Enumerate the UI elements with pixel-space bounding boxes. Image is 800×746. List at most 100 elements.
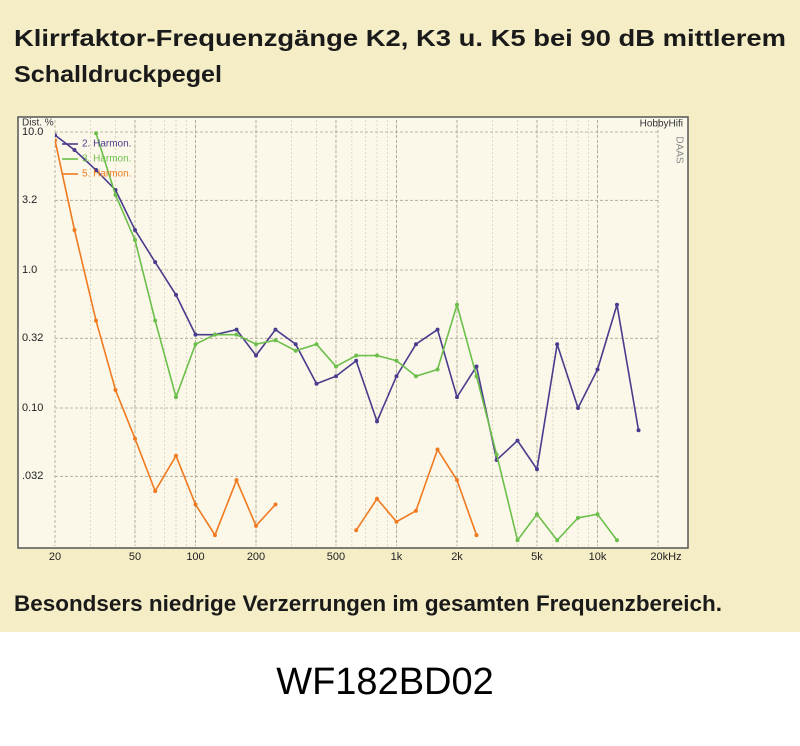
- point: [174, 453, 179, 458]
- point: [333, 364, 338, 369]
- plot-lines: [55, 131, 641, 543]
- plot-frame: [17, 116, 689, 549]
- point: [314, 342, 319, 347]
- point: [354, 358, 359, 363]
- point: [455, 395, 459, 400]
- point: [474, 533, 479, 538]
- point: [375, 496, 380, 501]
- x-tick-label: 50: [129, 551, 141, 563]
- point: [614, 538, 619, 543]
- caption: Besondsers niedrige Verzerrungen im gesa…: [14, 591, 722, 616]
- point: [174, 292, 179, 297]
- point: [254, 523, 258, 528]
- point: [413, 374, 418, 379]
- point: [55, 138, 57, 143]
- point: [354, 528, 359, 533]
- point: [394, 358, 399, 363]
- point: [113, 388, 118, 393]
- point: [375, 353, 380, 358]
- watermark: DAAS: [673, 136, 684, 164]
- point: [174, 395, 179, 400]
- point: [333, 374, 338, 379]
- chart-title: Klirrfaktor-Frequenzgänge K2, K3 u. K5 b…: [14, 25, 786, 51]
- point: [132, 227, 137, 232]
- point: [455, 478, 459, 483]
- point: [293, 348, 298, 353]
- point: [234, 327, 239, 332]
- point: [132, 436, 137, 441]
- footer-code: WF182BD02: [276, 661, 494, 703]
- legend-label: 2. Harmon.: [82, 139, 131, 150]
- point: [555, 342, 560, 347]
- x-tick-label: 10k: [589, 551, 607, 563]
- y-tick-label: 10.0: [22, 126, 43, 138]
- legend-label: 5. Harmon.: [82, 169, 131, 180]
- point: [494, 452, 499, 457]
- brand-label: HobbyHifi: [640, 119, 683, 130]
- point: [636, 428, 641, 433]
- y-tick-label: 0.10: [22, 402, 43, 414]
- point: [153, 260, 158, 265]
- x-tick-label: 200: [247, 551, 265, 563]
- line: [55, 134, 640, 472]
- point: [234, 332, 239, 337]
- point: [534, 512, 539, 517]
- point: [153, 489, 158, 494]
- point: [72, 148, 77, 153]
- point: [595, 367, 600, 372]
- line: [55, 140, 277, 537]
- point: [576, 406, 581, 410]
- x-tick-label: 2k: [451, 551, 463, 563]
- chart-title-line2: Schalldruckpegel: [14, 61, 222, 87]
- point: [314, 381, 319, 386]
- x-tick-label: 20: [49, 551, 61, 563]
- point: [234, 478, 239, 483]
- point: [534, 467, 539, 472]
- point: [413, 508, 418, 513]
- point: [375, 419, 380, 424]
- point: [293, 342, 298, 347]
- point: [435, 447, 440, 452]
- point: [94, 131, 99, 136]
- point: [113, 192, 118, 197]
- point: [273, 338, 278, 343]
- point: [55, 133, 57, 138]
- y-tick-label: 1.0: [22, 264, 37, 276]
- point: [474, 364, 479, 369]
- point: [193, 342, 198, 347]
- point: [435, 367, 440, 372]
- point: [515, 538, 520, 543]
- point: [474, 374, 479, 379]
- point: [94, 168, 99, 173]
- point: [273, 327, 278, 332]
- x-tick-label: 1k: [391, 551, 403, 563]
- point: [435, 327, 440, 332]
- point: [72, 227, 77, 232]
- y-tick-label: .032: [22, 470, 43, 482]
- point: [212, 533, 217, 538]
- point: [273, 502, 278, 507]
- point: [354, 353, 359, 358]
- point: [254, 342, 258, 347]
- point: [254, 353, 258, 358]
- point: [515, 438, 520, 443]
- y-tick-label: 0.32: [22, 332, 43, 344]
- x-tick-label: 5k: [531, 551, 543, 563]
- point: [153, 318, 158, 323]
- x-tick-label: 20kHz: [650, 551, 681, 563]
- point: [413, 342, 418, 347]
- point: [455, 302, 459, 307]
- point: [94, 318, 99, 323]
- y-tick-label: 3.2: [22, 194, 37, 206]
- point: [555, 538, 560, 543]
- point: [193, 332, 198, 337]
- point: [595, 512, 600, 517]
- point: [614, 302, 619, 307]
- point: [394, 374, 399, 379]
- point: [576, 515, 581, 520]
- legend-label: 3. Harmon.: [82, 154, 131, 165]
- point: [193, 502, 198, 507]
- x-tick-label: 100: [186, 551, 204, 563]
